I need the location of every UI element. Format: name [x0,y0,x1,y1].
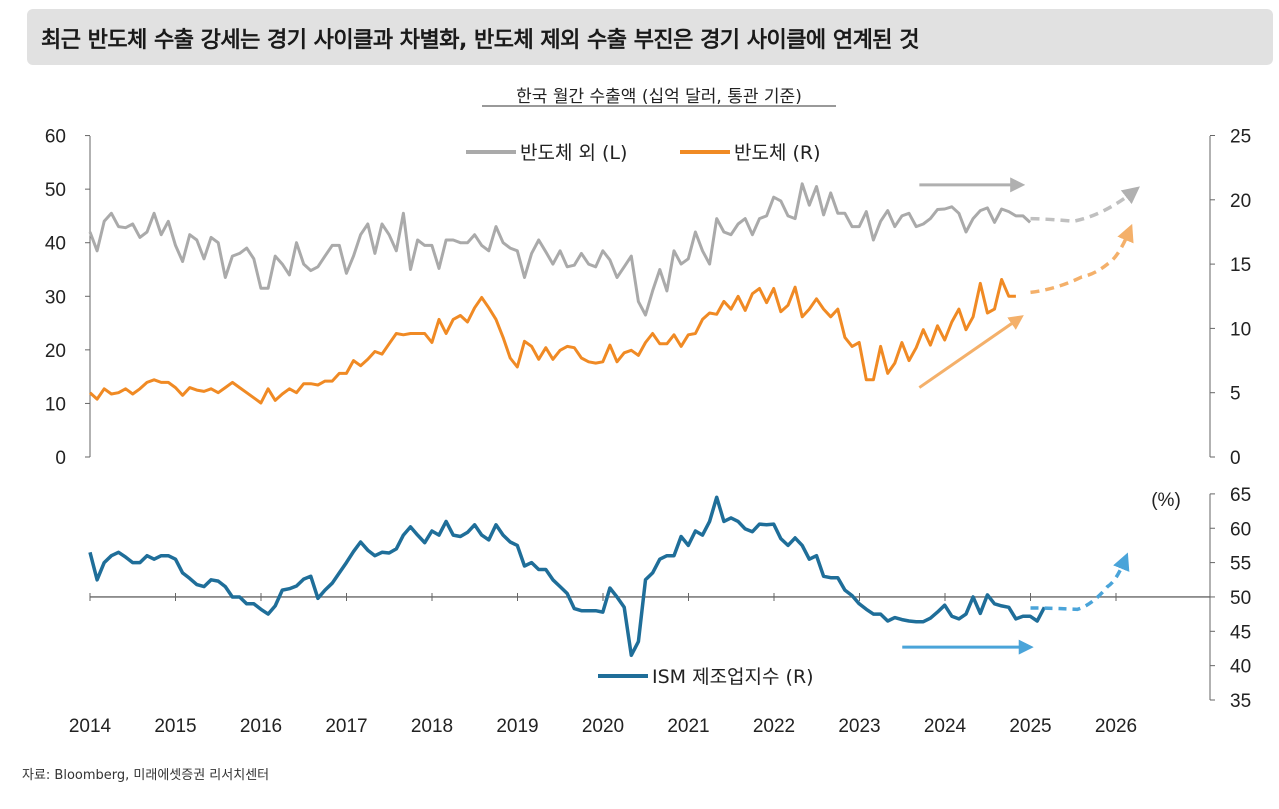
ism-tick-label: 40 [1230,657,1251,678]
right-tick-label: 25 [1230,127,1251,148]
source-note: 자료: Bloomberg, 미래에셋증권 리서치센터 [22,768,270,783]
legend-label-non-semiconductor: 반도체 외 (L) [520,142,627,164]
series-line-ism [88,495,1046,658]
series-line-semiconductor [88,278,1016,405]
right-tick-label: 20 [1230,191,1251,212]
right-tick-label: 15 [1230,255,1251,276]
x-tick-label: 2023 [838,716,880,737]
x-tick-label: 2020 [582,716,624,737]
x-tick-label: 2018 [411,716,453,737]
projection-ism [1030,552,1130,612]
right-tick-label: 0 [1230,448,1241,469]
ism-tick-label: 60 [1230,519,1251,540]
right-tick-label: 10 [1230,319,1251,340]
ism-tick-label: 45 [1230,622,1251,643]
chart-title: 최근 반도체 수출 강세는 경기 사이클과 차별화, 반도체 제외 수출 부진은… [41,28,919,53]
projection-semiconductor [1030,223,1134,295]
x-tick-label: 2025 [1009,716,1051,737]
ism-axis-unit: (%) [1151,490,1181,511]
top-chart-subtitle: 한국 월간 수출액 (십억 달러, 통관 기준) [516,87,802,107]
ism-tick-label: 65 [1230,485,1251,506]
projection-non-semiconductor [1030,186,1140,224]
x-tick-label: 2024 [924,716,967,737]
left-tick-label: 30 [45,287,66,308]
legend-label-semiconductor: 반도체 (R) [734,142,821,164]
legend-label-ism: ISM 제조업지수 (R) [652,666,814,688]
left-tick-label: 50 [45,180,66,201]
title-bar: 최근 반도체 수출 강세는 경기 사이클과 차별화, 반도체 제외 수출 부진은… [27,9,1273,65]
x-tick-label: 2019 [496,716,538,737]
left-tick-label: 20 [45,341,66,362]
x-tick-label: 2021 [667,716,709,737]
x-tick-label: 2014 [69,716,112,737]
x-tick-label: 2015 [154,716,196,737]
right-tick-label: 5 [1230,384,1241,405]
ism-tick-label: 50 [1230,588,1251,609]
series-line-non-semiconductor [88,182,1032,317]
x-tick-label: 2016 [240,716,282,737]
ism-tick-label: 55 [1230,554,1251,575]
left-tick-label: 40 [45,234,66,255]
x-tick-label: 2017 [325,716,367,737]
left-tick-label: 60 [45,127,66,148]
x-tick-label: 2022 [753,716,795,737]
trend-arrow-orange [918,315,1024,389]
left-tick-label: 10 [45,394,66,415]
left-tick-label: 0 [55,448,66,469]
ism-tick-label: 35 [1230,691,1251,712]
x-tick-label: 2026 [1095,716,1137,737]
